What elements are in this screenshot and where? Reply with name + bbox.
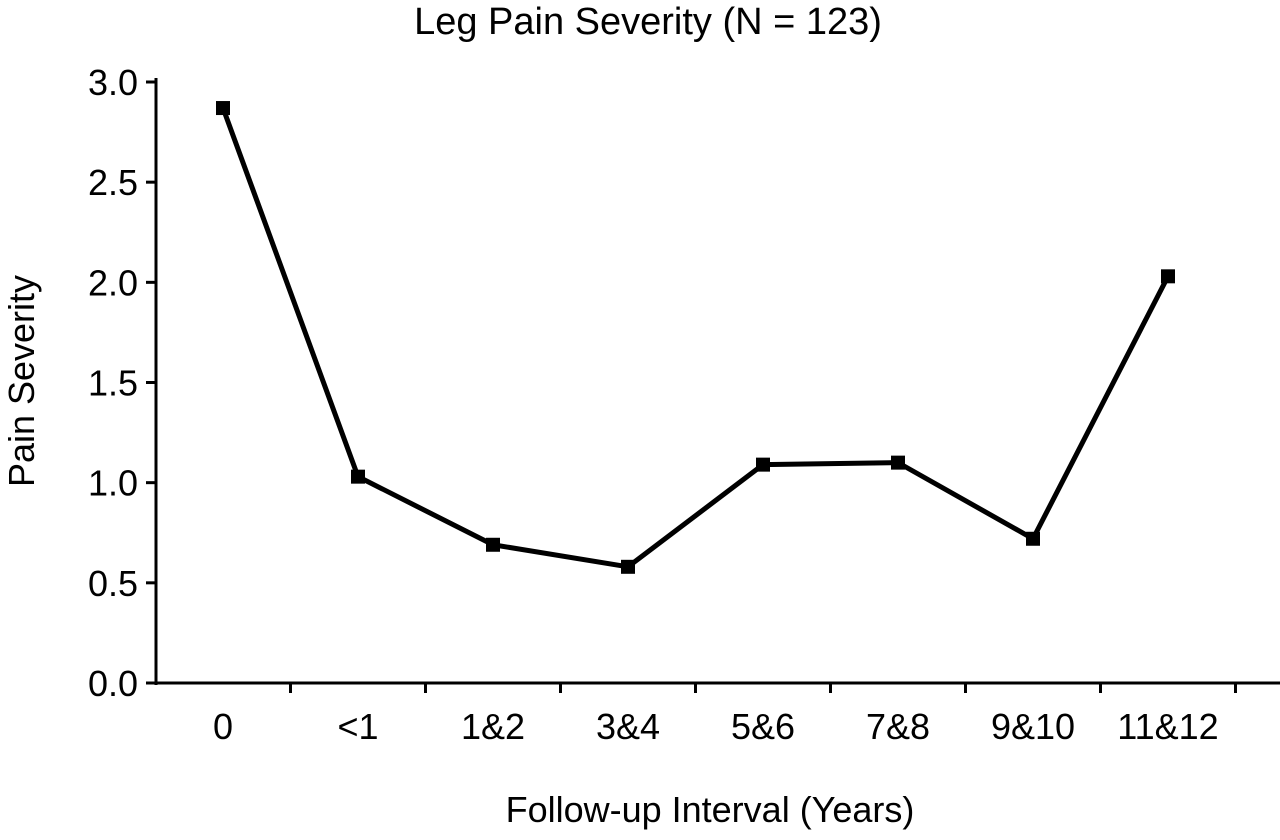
ticks: 0.0 0.5 1.0 1.5 2.0 2.5 3.0 0 <1 1&2 3&4 5&6 7&8 9&10… <box>88 62 1237 747</box>
x-tick-label: 3&4 <box>596 706 660 747</box>
chart-title: Leg Pain Severity (N = 123) <box>414 1 882 43</box>
data-point-0 <box>216 101 230 116</box>
x-tick-label: 1&2 <box>461 706 525 747</box>
y-tick-label: 2.5 <box>88 162 138 203</box>
data-point-5 <box>891 455 905 470</box>
x-tick-label: 9&10 <box>991 706 1075 747</box>
x-axis-label: Follow-up Interval (Years) <box>506 789 915 830</box>
y-tick-label: 1.0 <box>88 463 138 504</box>
y-tick-label: 0.0 <box>88 663 138 704</box>
x-tick-label: 5&6 <box>731 706 795 747</box>
y-tick-label: 3.0 <box>88 62 138 103</box>
series-line <box>220 107 1171 570</box>
data-point-4 <box>756 457 770 472</box>
y-tick-label: 2.0 <box>88 262 138 303</box>
x-tick-label: 11&12 <box>1117 706 1218 747</box>
data-point-1 <box>351 469 365 484</box>
series <box>216 101 1175 574</box>
y-tick-label: 1.5 <box>88 363 138 404</box>
x-tick-label: 0 <box>213 706 233 747</box>
data-point-7 <box>1161 269 1175 284</box>
x-tick-label: 7&8 <box>866 706 930 747</box>
data-point-2 <box>486 537 500 552</box>
x-tick-label: <1 <box>337 706 378 747</box>
y-tick-label: 0.5 <box>88 563 138 604</box>
data-point-3 <box>621 559 635 574</box>
y-axis-label: Pain Severity <box>1 275 42 487</box>
data-point-6 <box>1026 531 1040 546</box>
